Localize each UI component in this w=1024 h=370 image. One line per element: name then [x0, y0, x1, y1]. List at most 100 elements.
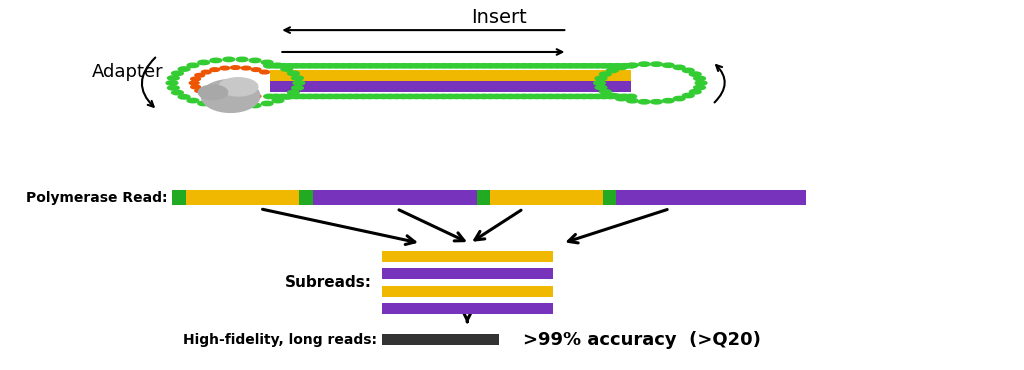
Circle shape: [585, 64, 597, 68]
Circle shape: [304, 64, 315, 68]
Text: Subreads:: Subreads:: [285, 275, 372, 290]
Circle shape: [531, 64, 543, 68]
Circle shape: [357, 64, 369, 68]
Circle shape: [288, 71, 299, 75]
Circle shape: [524, 94, 537, 99]
Circle shape: [168, 86, 179, 90]
Circle shape: [242, 96, 251, 100]
Circle shape: [223, 104, 234, 109]
Ellipse shape: [202, 80, 260, 112]
FancyBboxPatch shape: [603, 191, 616, 205]
Circle shape: [371, 64, 382, 68]
Circle shape: [606, 93, 618, 98]
Circle shape: [598, 64, 610, 68]
Circle shape: [365, 64, 376, 68]
Circle shape: [558, 64, 569, 68]
Circle shape: [418, 94, 429, 99]
FancyBboxPatch shape: [269, 81, 631, 92]
Circle shape: [172, 90, 183, 95]
Circle shape: [220, 96, 229, 100]
Circle shape: [337, 94, 349, 99]
Circle shape: [424, 94, 436, 99]
Circle shape: [650, 100, 663, 104]
Circle shape: [611, 94, 624, 99]
Circle shape: [538, 94, 550, 99]
FancyBboxPatch shape: [313, 191, 476, 205]
Circle shape: [249, 58, 261, 63]
Circle shape: [618, 94, 630, 99]
Ellipse shape: [199, 85, 227, 100]
Circle shape: [378, 64, 389, 68]
Circle shape: [571, 64, 583, 68]
Circle shape: [518, 64, 529, 68]
Circle shape: [437, 94, 450, 99]
Circle shape: [484, 94, 497, 99]
FancyBboxPatch shape: [186, 191, 299, 205]
Circle shape: [404, 64, 416, 68]
Circle shape: [605, 64, 616, 68]
FancyBboxPatch shape: [382, 250, 553, 262]
Circle shape: [598, 94, 610, 99]
Circle shape: [444, 94, 456, 99]
Circle shape: [291, 64, 302, 68]
Circle shape: [431, 64, 442, 68]
Circle shape: [505, 64, 516, 68]
Circle shape: [210, 58, 221, 63]
Circle shape: [538, 64, 550, 68]
FancyBboxPatch shape: [382, 303, 553, 314]
Circle shape: [693, 76, 706, 81]
Circle shape: [689, 72, 701, 76]
FancyBboxPatch shape: [269, 70, 631, 81]
Circle shape: [310, 64, 323, 68]
Circle shape: [293, 81, 305, 85]
Circle shape: [384, 94, 396, 99]
Circle shape: [615, 65, 628, 70]
FancyBboxPatch shape: [382, 268, 553, 279]
Circle shape: [242, 66, 251, 70]
Circle shape: [223, 57, 234, 61]
Circle shape: [551, 64, 563, 68]
Circle shape: [178, 67, 189, 71]
Circle shape: [663, 98, 674, 103]
Circle shape: [437, 64, 450, 68]
Circle shape: [324, 94, 336, 99]
Circle shape: [172, 71, 183, 75]
Text: High-fidelity, long reads:: High-fidelity, long reads:: [183, 333, 377, 347]
Circle shape: [682, 93, 694, 98]
Circle shape: [498, 94, 510, 99]
FancyBboxPatch shape: [382, 286, 553, 296]
Circle shape: [478, 64, 489, 68]
Circle shape: [627, 63, 638, 67]
Circle shape: [465, 94, 476, 99]
Circle shape: [297, 64, 309, 68]
Circle shape: [350, 94, 362, 99]
Circle shape: [317, 94, 329, 99]
Circle shape: [595, 85, 607, 90]
Circle shape: [292, 86, 303, 90]
Circle shape: [190, 85, 201, 89]
Circle shape: [198, 60, 210, 65]
Text: Insert: Insert: [471, 8, 527, 27]
Circle shape: [498, 64, 510, 68]
Circle shape: [187, 63, 199, 68]
Circle shape: [545, 94, 556, 99]
Circle shape: [615, 96, 628, 101]
Circle shape: [317, 64, 329, 68]
Circle shape: [471, 94, 482, 99]
Circle shape: [237, 104, 248, 109]
Circle shape: [391, 94, 402, 99]
FancyBboxPatch shape: [476, 191, 490, 205]
Circle shape: [551, 94, 563, 99]
Circle shape: [564, 94, 577, 99]
Text: Adapter: Adapter: [92, 63, 164, 81]
Circle shape: [337, 64, 349, 68]
Circle shape: [511, 94, 523, 99]
Circle shape: [397, 94, 410, 99]
Circle shape: [195, 73, 205, 77]
FancyBboxPatch shape: [382, 334, 499, 345]
Circle shape: [431, 94, 442, 99]
Circle shape: [599, 90, 611, 94]
FancyBboxPatch shape: [616, 191, 807, 205]
Circle shape: [324, 64, 336, 68]
Circle shape: [344, 94, 355, 99]
